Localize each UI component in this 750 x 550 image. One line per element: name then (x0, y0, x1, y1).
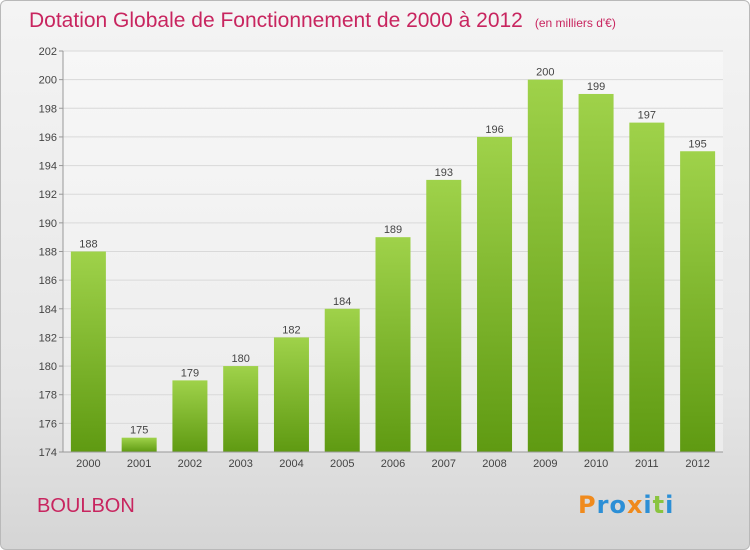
logo-letter: t (652, 491, 666, 519)
bar-2006 (375, 237, 411, 452)
y-tick-label: 186 (39, 275, 57, 287)
y-tick-label: 174 (39, 447, 57, 459)
logo-letter: P (578, 491, 597, 519)
x-tick-label: 2002 (178, 458, 202, 470)
x-tick-label: 2004 (279, 458, 303, 470)
y-tick-label: 198 (39, 103, 57, 115)
proxiti-logo: Proxiti (578, 491, 674, 519)
y-tick-label: 182 (39, 332, 57, 344)
value-label: 184 (333, 296, 351, 308)
bar-2011 (629, 122, 665, 452)
bar-2000 (70, 251, 106, 452)
logo-letter: i (643, 491, 653, 519)
x-axis-labels: 2000 2001 2002 2003 2004 2005 2006 2007 2008 2009… (76, 458, 710, 470)
y-tick-label: 192 (39, 189, 57, 201)
value-label: 189 (384, 224, 402, 236)
bar-2003 (223, 366, 259, 452)
bar-2005 (324, 308, 360, 452)
logo-letter: o (609, 491, 627, 519)
value-label: 180 (232, 353, 250, 365)
x-tick-label: 2012 (685, 458, 709, 470)
bar-2009 (527, 79, 563, 453)
value-label: 193 (435, 167, 453, 179)
y-tick-label: 196 (39, 132, 57, 144)
x-tick-label: 2005 (330, 458, 354, 470)
value-label: 197 (638, 110, 656, 122)
x-tick-label: 2009 (533, 458, 557, 470)
y-tick-label: 184 (39, 304, 57, 316)
chart-title: Dotation Globale de Fonctionnement de 20… (29, 9, 616, 33)
x-tick-label: 2000 (76, 458, 100, 470)
x-tick-label: 2007 (432, 458, 456, 470)
logo-letter: i (665, 491, 675, 519)
value-label: 200 (536, 67, 554, 79)
y-tick-label: 200 (39, 75, 57, 87)
bar-2010 (578, 93, 614, 452)
value-label: 179 (181, 367, 199, 379)
x-tick-label: 2008 (482, 458, 506, 470)
y-tick-label: 188 (39, 247, 57, 259)
bars (70, 79, 716, 453)
x-tick-label: 2010 (584, 458, 608, 470)
bar-2002 (172, 380, 208, 452)
bar-2008 (477, 136, 513, 452)
value-label: 195 (688, 138, 706, 150)
bar-2012 (680, 151, 716, 452)
x-tick-label: 2006 (381, 458, 405, 470)
y-tick-label: 178 (39, 390, 57, 402)
bar-2007 (426, 179, 462, 452)
value-labels: 188 175 179 180 182 184 189 193 196 200 199 197 195 (79, 67, 707, 437)
logo-letter: x (626, 491, 644, 519)
y-tick-label: 176 (39, 418, 57, 430)
x-tick-label: 2003 (228, 458, 252, 470)
value-label: 196 (485, 124, 503, 136)
x-tick-label: 2011 (635, 458, 659, 470)
bar-2004 (273, 337, 309, 452)
value-label: 199 (587, 81, 605, 93)
x-tick-label: 2001 (127, 458, 151, 470)
y-tick-label: 202 (39, 46, 57, 58)
y-axis-labels: 174 176 178 180 182 184 186 188 190 192 194 196 198 2… (39, 46, 63, 459)
y-tick-label: 180 (39, 361, 57, 373)
y-tick-label: 194 (39, 161, 57, 173)
value-label: 182 (282, 324, 300, 336)
title-text: Dotation Globale de Fonctionnement de 20… (29, 9, 523, 32)
logo-letter: r (596, 491, 610, 519)
value-label: 175 (130, 425, 148, 437)
bar-2001 (121, 437, 157, 452)
y-tick-label: 190 (39, 218, 57, 230)
chart-subtitle: (en milliers d'€) (534, 16, 616, 30)
value-label: 188 (79, 239, 97, 251)
place-name: BOULBON (37, 495, 135, 517)
